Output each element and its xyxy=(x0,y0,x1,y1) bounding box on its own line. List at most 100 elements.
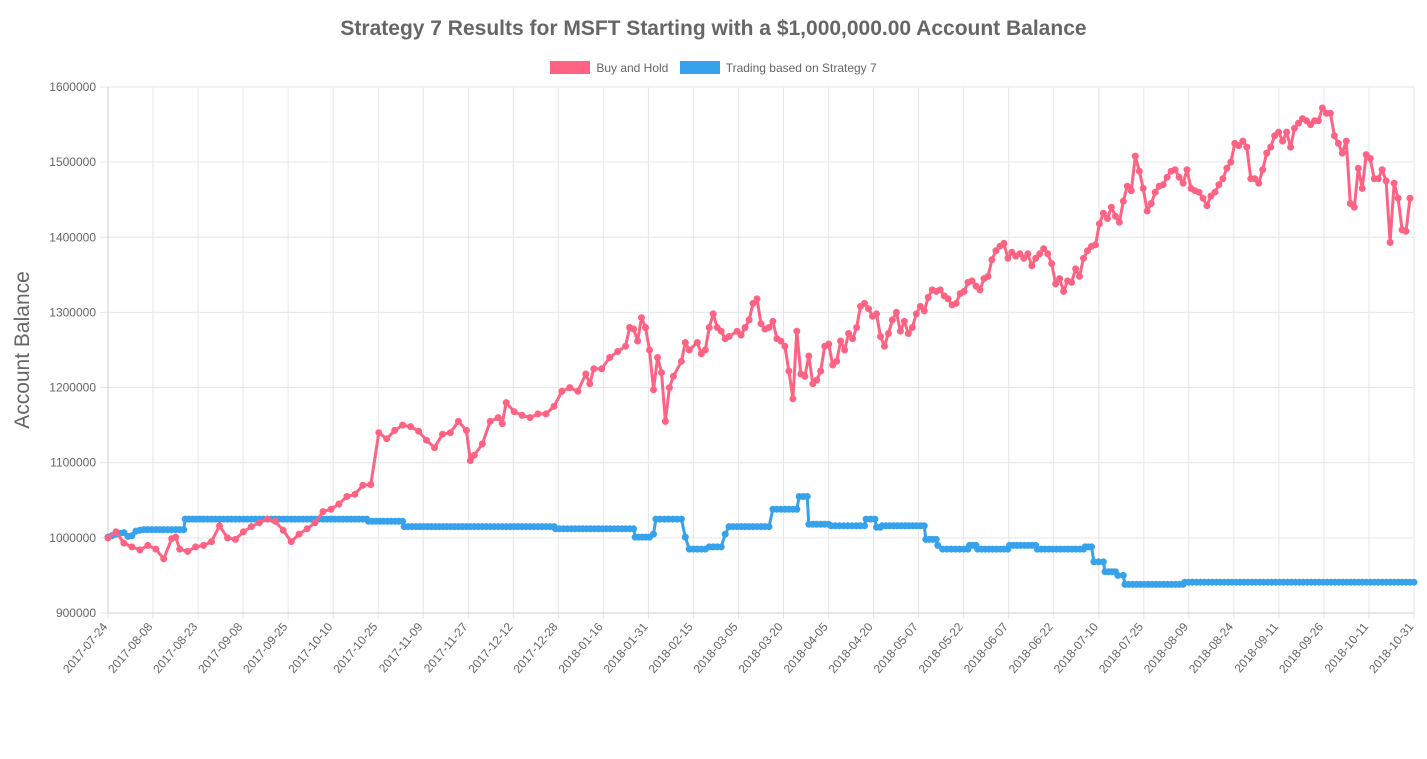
data-point-buy-and-hold xyxy=(669,372,677,380)
data-point-buy-and-hold xyxy=(1004,254,1012,262)
data-point-buy-and-hold xyxy=(1402,227,1410,235)
data-point-strategy-7 xyxy=(1099,558,1107,566)
data-point-buy-and-hold xyxy=(431,444,438,452)
data-point-buy-and-hold xyxy=(873,310,880,318)
data-point-buy-and-hold xyxy=(1159,181,1167,189)
data-point-buy-and-hold xyxy=(825,340,833,348)
data-point-buy-and-hold xyxy=(1048,260,1056,268)
legend-label-strategy-7: Trading based on Strategy 7 xyxy=(725,61,877,75)
data-point-buy-and-hold xyxy=(701,346,709,354)
data-point-buy-and-hold xyxy=(176,545,184,553)
legend-item-strategy-7[interactable]: Trading based on Strategy 7 xyxy=(679,61,877,75)
x-tick-label: 2017-12-12 xyxy=(465,620,515,676)
data-point-strategy-7 xyxy=(803,493,811,500)
data-point-buy-and-hold xyxy=(753,295,761,303)
data-point-buy-and-hold xyxy=(335,500,343,508)
data-point-buy-and-hold xyxy=(1199,194,1207,202)
data-point-buy-and-hold xyxy=(1040,245,1048,253)
data-point-buy-and-hold xyxy=(1235,142,1243,150)
data-point-buy-and-hold xyxy=(1203,202,1211,210)
x-tick-label: 2017-09-25 xyxy=(240,620,290,676)
data-point-buy-and-hold xyxy=(184,547,192,555)
data-point-buy-and-hold xyxy=(1334,139,1342,147)
data-point-buy-and-hold xyxy=(1227,158,1235,166)
data-point-buy-and-hold xyxy=(1179,179,1187,187)
data-point-buy-and-hold xyxy=(936,286,944,294)
data-point-buy-and-hold xyxy=(1374,175,1382,183)
data-point-buy-and-hold xyxy=(1267,143,1275,151)
data-point-buy-and-hold xyxy=(439,430,446,438)
data-point-buy-and-hold xyxy=(470,451,478,459)
data-point-buy-and-hold xyxy=(1143,207,1151,215)
data-point-buy-and-hold xyxy=(924,293,932,301)
data-point-buy-and-hold xyxy=(319,508,327,516)
data-point-buy-and-hold xyxy=(231,535,239,543)
data-point-buy-and-hold xyxy=(192,543,200,551)
data-point-buy-and-hold xyxy=(1382,177,1390,185)
data-point-buy-and-hold xyxy=(1119,197,1127,205)
data-point-buy-and-hold xyxy=(638,314,645,322)
data-point-buy-and-hold xyxy=(303,525,311,533)
data-point-buy-and-hold xyxy=(1390,179,1398,187)
data-point-buy-and-hold xyxy=(112,528,120,536)
series-line-strategy-7 xyxy=(107,495,1414,586)
data-point-buy-and-hold xyxy=(1147,200,1155,207)
data-point-buy-and-hold xyxy=(1243,143,1251,151)
data-point-buy-and-hold xyxy=(837,337,845,345)
data-point-buy-and-hold xyxy=(614,348,622,355)
data-point-buy-and-hold xyxy=(888,316,896,324)
data-point-buy-and-hold xyxy=(1211,188,1219,196)
data-point-buy-and-hold xyxy=(693,339,701,346)
data-point-strategy-7 xyxy=(650,530,657,538)
data-point-buy-and-hold xyxy=(399,421,407,429)
y-tick-label: 900000 xyxy=(56,606,96,620)
data-point-buy-and-hold xyxy=(988,256,996,264)
data-point-buy-and-hold xyxy=(1223,164,1231,172)
x-tick-label: 2018-09-26 xyxy=(1276,620,1326,676)
data-point-buy-and-hold xyxy=(765,324,773,331)
data-point-buy-and-hold xyxy=(478,440,486,448)
data-point-buy-and-hold xyxy=(1175,173,1183,181)
data-point-buy-and-hold xyxy=(785,367,793,375)
data-point-buy-and-hold xyxy=(1378,166,1386,174)
data-point-buy-and-hold xyxy=(1219,175,1227,183)
data-point-buy-and-hold xyxy=(1131,152,1139,160)
data-point-buy-and-hold xyxy=(1056,275,1064,283)
x-tick-label: 2017-11-09 xyxy=(376,620,426,676)
data-point-buy-and-hold xyxy=(709,310,717,318)
x-tick-label: 2018-03-20 xyxy=(736,620,786,676)
data-point-strategy-7 xyxy=(1119,571,1127,579)
data-point-buy-and-hold xyxy=(705,324,713,331)
data-point-buy-and-hold xyxy=(1028,262,1036,270)
data-point-buy-and-hold xyxy=(622,342,630,350)
data-point-buy-and-hold xyxy=(630,325,638,333)
x-tick-label: 2017-09-08 xyxy=(195,620,245,676)
x-tick-label: 2018-04-20 xyxy=(826,620,876,676)
data-point-buy-and-hold xyxy=(295,530,303,538)
legend-item-buy-and-hold[interactable]: Buy and Hold xyxy=(550,61,668,75)
data-point-buy-and-hold xyxy=(160,555,168,563)
data-point-buy-and-hold xyxy=(1060,287,1068,295)
data-point-buy-and-hold xyxy=(1287,143,1295,151)
x-tick-label: 2017-11-27 xyxy=(421,620,471,676)
data-point-buy-and-hold xyxy=(944,295,952,303)
data-point-buy-and-hold xyxy=(1350,203,1358,211)
data-point-buy-and-hold xyxy=(462,426,470,434)
data-point-buy-and-hold xyxy=(781,342,789,350)
data-point-strategy-7 xyxy=(677,515,685,523)
data-point-buy-and-hold xyxy=(650,386,657,394)
data-point-strategy-7 xyxy=(630,525,638,533)
data-point-buy-and-hold xyxy=(1103,215,1111,222)
data-point-buy-and-hold xyxy=(586,380,594,388)
data-point-buy-and-hold xyxy=(590,365,598,373)
data-point-buy-and-hold xyxy=(566,384,574,392)
data-point-buy-and-hold xyxy=(1406,194,1414,202)
data-point-buy-and-hold xyxy=(1099,209,1107,217)
data-point-buy-and-hold xyxy=(1107,203,1115,211)
data-point-buy-and-hold xyxy=(518,411,526,419)
data-point-strategy-7 xyxy=(793,505,801,513)
y-tick-label: 1600000 xyxy=(49,80,96,94)
data-point-buy-and-hold xyxy=(287,538,295,546)
data-point-buy-and-hold xyxy=(777,337,785,345)
data-point-buy-and-hold xyxy=(1016,250,1024,258)
